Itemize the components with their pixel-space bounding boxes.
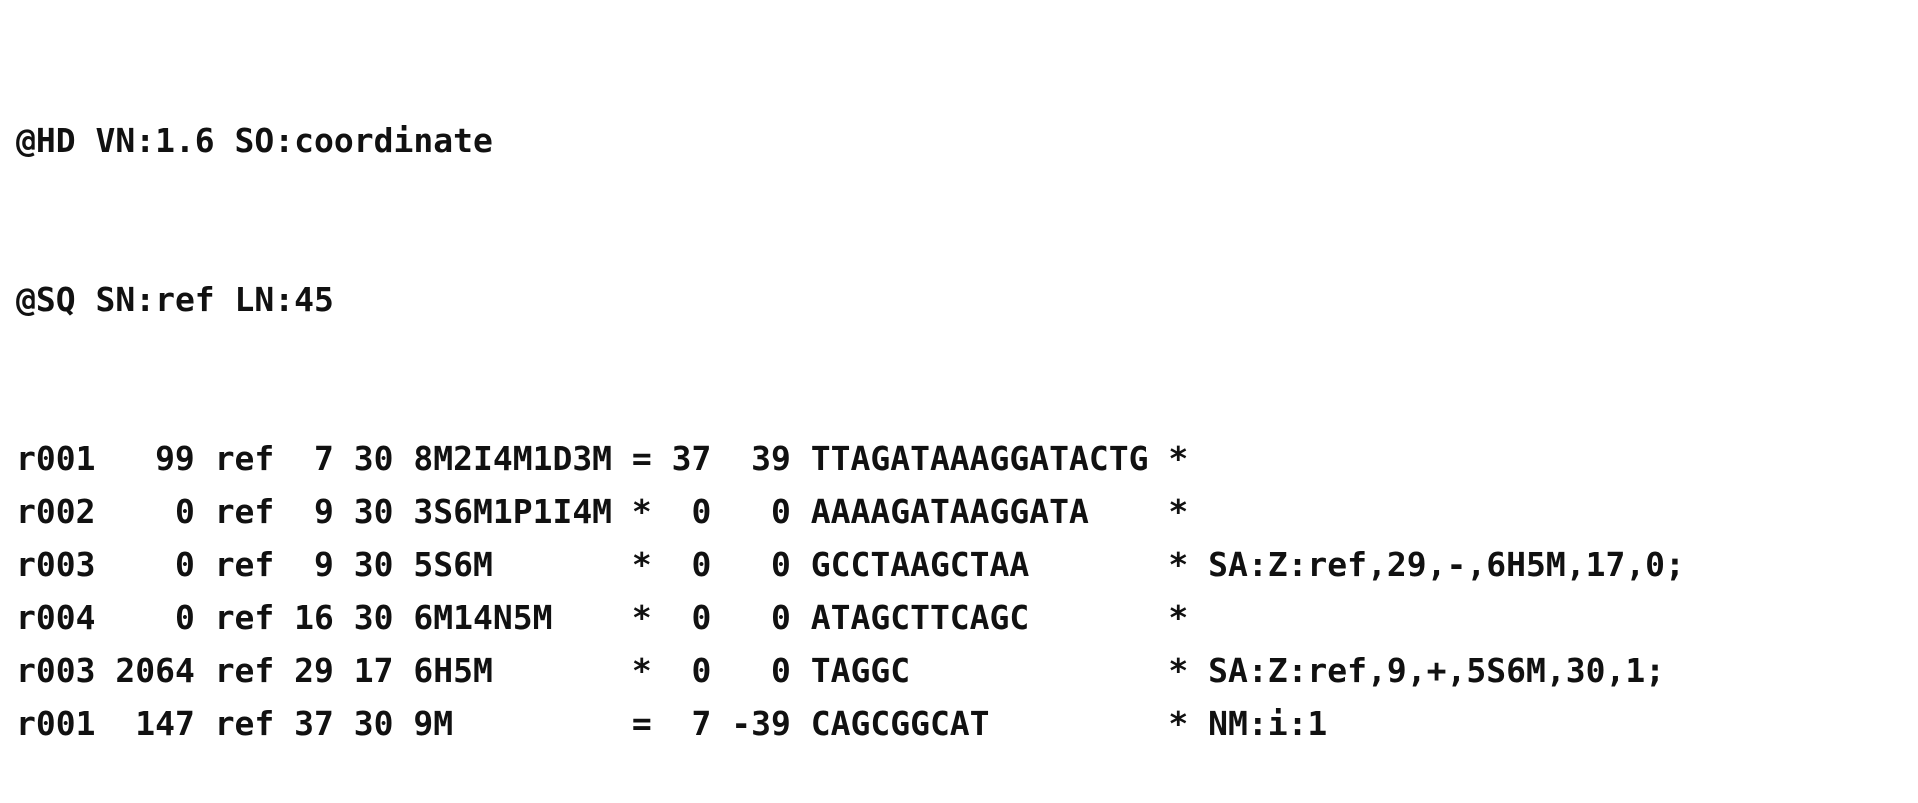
field-cigar: 5S6M [413, 545, 493, 584]
sam-file-text: @HD VN:1.6 SO:coordinate @SQ SN:ref LN:4… [16, 8, 1685, 803]
field-qual: * [1168, 492, 1189, 531]
field-mapq: 30 [353, 598, 394, 637]
field-pnext: 0 [691, 651, 712, 690]
header-line-hd: @HD VN:1.6 SO:coordinate [16, 121, 493, 160]
field-pnext: 0 [691, 598, 712, 637]
field-tlen: 0 [770, 492, 791, 531]
field-flag: 147 [135, 704, 195, 743]
alignment-row: r002 0 ref 9 30 3S6M1P1I4M * 0 0 AAAAGAT… [16, 485, 1685, 538]
field-rnext: * [631, 492, 652, 531]
alignment-row: r003 0 ref 9 30 5S6M * 0 0 GCCTAAGCTAA *… [16, 538, 1685, 591]
field-rnext: * [631, 651, 652, 690]
field-cigar: 3S6M1P1I4M [413, 492, 613, 531]
field-pnext: 0 [691, 492, 712, 531]
field-seq: TAGGC [810, 651, 911, 690]
field-mapq: 30 [353, 704, 394, 743]
field-rname: ref [214, 545, 275, 584]
field-tlen: 0 [770, 598, 791, 637]
field-seq: TTAGATAAAGGATACTG [810, 439, 1149, 478]
field-cigar: 9M [413, 704, 454, 743]
field-pos: 16 [294, 598, 334, 637]
field-tags: SA:Z:ref,29,-,6H5M,17,0; [1208, 545, 1685, 584]
alignment-row: r001 147 ref 37 30 9M = 7 -39 CAGCGGCAT … [16, 697, 1685, 750]
field-flag: 0 [174, 598, 195, 637]
field-rnext: = [631, 439, 652, 478]
field-qual: * [1168, 651, 1189, 690]
field-pnext: 37 [671, 439, 712, 478]
alignment-row: r003 2064 ref 29 17 6H5M * 0 0 TAGGC * S… [16, 644, 1685, 697]
field-pnext: 0 [691, 545, 712, 584]
field-rname: ref [214, 651, 275, 690]
alignment-row: r004 0 ref 16 30 6M14N5M * 0 0 ATAGCTTCA… [16, 591, 1685, 644]
field-qname: r001 [16, 439, 96, 478]
field-rname: ref [214, 704, 275, 743]
field-tags: NM:i:1 [1208, 704, 1328, 743]
field-pos: 7 [314, 439, 334, 478]
field-mapq: 17 [353, 651, 394, 690]
field-rname: ref [214, 439, 275, 478]
field-tags: SA:Z:ref,9,+,5S6M,30,1; [1208, 651, 1666, 690]
field-rname: ref [214, 492, 275, 531]
field-rnext: = [631, 704, 652, 743]
field-cigar: 6M14N5M [413, 598, 553, 637]
field-flag: 99 [155, 439, 195, 478]
field-mapq: 30 [353, 439, 394, 478]
field-qname: r004 [16, 598, 96, 637]
field-cigar: 6H5M [413, 651, 493, 690]
field-qual: * [1168, 439, 1189, 478]
field-rname: ref [214, 598, 275, 637]
field-seq: GCCTAAGCTAA [810, 545, 1030, 584]
field-mapq: 30 [353, 492, 394, 531]
field-pos: 37 [294, 704, 334, 743]
field-mapq: 30 [353, 545, 394, 584]
field-cigar: 8M2I4M1D3M [413, 439, 613, 478]
field-qual: * [1168, 545, 1189, 584]
field-qual: * [1168, 704, 1189, 743]
field-pnext: 7 [691, 704, 712, 743]
field-tlen: 0 [770, 545, 791, 584]
field-pos: 9 [314, 545, 334, 584]
field-rnext: * [631, 545, 652, 584]
field-rnext: * [631, 598, 652, 637]
field-tlen: -39 [731, 704, 791, 743]
field-flag: 0 [174, 545, 195, 584]
field-tlen: 0 [770, 651, 791, 690]
field-pos: 9 [314, 492, 334, 531]
field-seq: CAGCGGCAT [810, 704, 990, 743]
header-line-sq: @SQ SN:ref LN:45 [16, 280, 334, 319]
field-seq: ATAGCTTCAGC [810, 598, 1030, 637]
field-qname: r002 [16, 492, 96, 531]
field-qname: r001 [16, 704, 96, 743]
alignment-row: r001 99 ref 7 30 8M2I4M1D3M = 37 39 TTAG… [16, 432, 1685, 485]
field-qual: * [1168, 598, 1189, 637]
field-seq: AAAAGATAAGGATA [810, 492, 1089, 531]
field-pos: 29 [294, 651, 334, 690]
field-flag: 2064 [115, 651, 195, 690]
alignment-records: r001 99 ref 7 30 8M2I4M1D3M = 37 39 TTAG… [16, 432, 1685, 750]
field-qname: r003 [16, 651, 96, 690]
field-qname: r003 [16, 545, 96, 584]
field-tlen: 39 [751, 439, 791, 478]
field-flag: 0 [174, 492, 195, 531]
